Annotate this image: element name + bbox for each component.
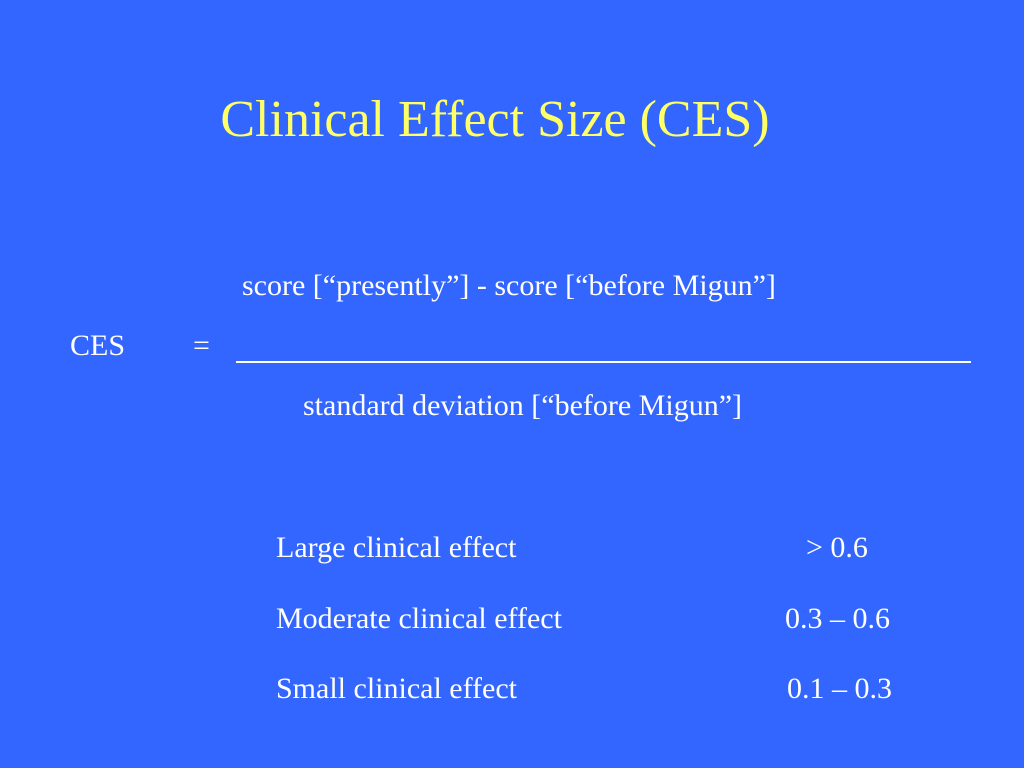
formula-label: CES xyxy=(70,329,126,362)
effect-value-small: 0.1 – 0.3 xyxy=(787,672,892,705)
slide-title: Clinical Effect Size (CES) xyxy=(220,91,770,148)
effect-label-large: Large clinical effect xyxy=(276,531,517,564)
effect-value-large: > 0.6 xyxy=(806,531,868,564)
formula-denominator: standard deviation [“before Migun”] xyxy=(303,389,742,422)
fraction-line xyxy=(236,361,971,363)
effect-label-small: Small clinical effect xyxy=(276,672,518,705)
effect-label-moderate: Moderate clinical effect xyxy=(276,602,562,635)
formula-numerator: score [“presently”] - score [“before Mig… xyxy=(242,269,776,302)
formula-equals-sign: = xyxy=(193,329,210,362)
effect-value-moderate: 0.3 – 0.6 xyxy=(785,602,890,635)
